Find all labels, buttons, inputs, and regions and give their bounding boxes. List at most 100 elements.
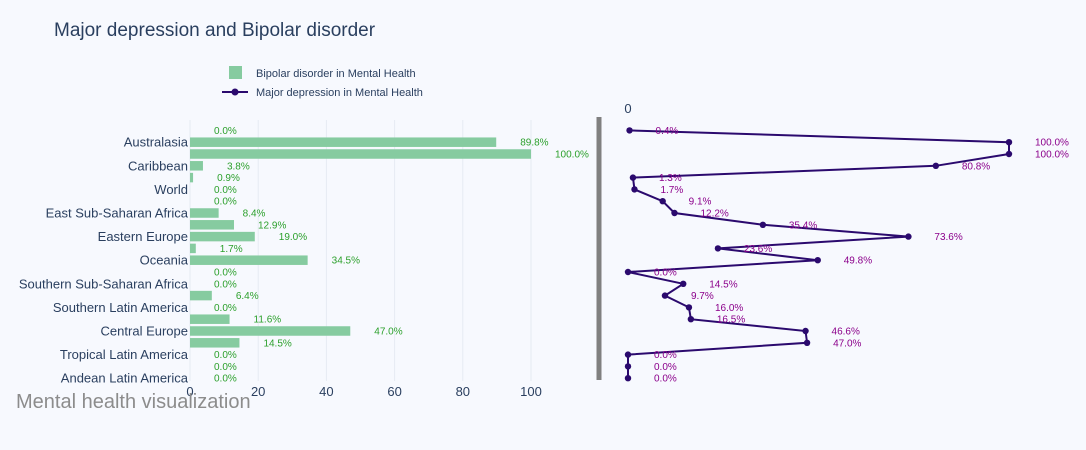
depression-point[interactable] xyxy=(814,257,821,264)
bipolar-bar-label: 0.0% xyxy=(214,374,237,385)
depression-point-label: 9.7% xyxy=(691,291,714,302)
depression-point[interactable] xyxy=(759,221,767,228)
depression-point-label: 49.8% xyxy=(844,256,872,267)
bipolar-bar[interactable] xyxy=(190,172,194,183)
bipolar-bar-label: 89.8% xyxy=(520,138,548,149)
depression-point[interactable] xyxy=(680,280,687,287)
depression-point[interactable] xyxy=(661,292,669,299)
depression-point-label: 100.0% xyxy=(1035,150,1069,161)
x-tick-80: 80 xyxy=(456,384,470,399)
category-label: Caribbean xyxy=(128,158,188,173)
bipolar-bar-label: 0.0% xyxy=(214,185,237,196)
depression-point-label: 16.5% xyxy=(717,315,745,326)
depression-point[interactable] xyxy=(905,233,912,240)
legend-label-depression[interactable]: Major depression in Mental Health xyxy=(256,87,423,99)
line-x-axis-tick: 0 xyxy=(624,101,631,116)
bipolar-bar-label: 0.0% xyxy=(214,268,237,279)
bipolar-bar[interactable] xyxy=(190,137,497,147)
depression-point-label: 0.4% xyxy=(656,126,679,137)
bar-x-axis-ticks: 0 20 40 60 80 100 xyxy=(186,384,541,399)
bipolar-bar-label: 0.0% xyxy=(214,362,237,373)
x-tick-20: 20 xyxy=(251,384,265,399)
bipolar-bar[interactable] xyxy=(190,149,531,159)
depression-point[interactable] xyxy=(803,339,811,346)
depression-point-label: 100.0% xyxy=(1035,138,1069,149)
bipolar-bar-label: 1.7% xyxy=(220,244,243,255)
depression-point[interactable] xyxy=(1005,150,1013,158)
bipolar-bar-label: 19.0% xyxy=(279,232,307,243)
bipolar-bar[interactable] xyxy=(190,243,196,254)
depression-point[interactable] xyxy=(624,375,632,382)
category-label: Central Europe xyxy=(101,324,188,339)
depression-point-label: 47.0% xyxy=(833,338,861,349)
depression-point[interactable] xyxy=(932,162,940,169)
depression-point[interactable] xyxy=(626,127,633,134)
category-label: World xyxy=(154,182,188,197)
bipolar-bar-label: 0.0% xyxy=(214,350,237,361)
category-label: Tropical Latin America xyxy=(60,347,189,362)
legend-marker-depression[interactable] xyxy=(231,88,239,96)
depression-point[interactable] xyxy=(687,316,695,323)
depression-point[interactable] xyxy=(685,304,693,311)
depression-point-label: 73.6% xyxy=(934,232,962,243)
depression-series xyxy=(624,127,1013,382)
x-tick-100: 100 xyxy=(520,384,542,399)
depression-point-label: 23.6% xyxy=(744,244,772,255)
bipolar-bar-label: 14.5% xyxy=(263,338,291,349)
category-label: East Sub-Saharan Africa xyxy=(46,206,189,221)
category-label: Southern Latin America xyxy=(53,300,189,315)
bipolar-bar[interactable] xyxy=(190,161,203,171)
bipolar-bar-label: 12.9% xyxy=(258,220,286,231)
legend-swatch-bipolar[interactable] xyxy=(229,66,242,79)
depression-point[interactable] xyxy=(629,174,637,181)
depression-point[interactable] xyxy=(714,245,722,252)
bipolar-bar-label: 8.4% xyxy=(243,209,266,220)
bipolar-bar[interactable] xyxy=(190,255,308,265)
legend-label-bipolar[interactable]: Bipolar disorder in Mental Health xyxy=(256,68,416,80)
bipolar-bar[interactable] xyxy=(190,231,255,242)
depression-point-label: 12.2% xyxy=(700,209,728,220)
depression-point-label: 35.4% xyxy=(789,220,817,231)
depression-point[interactable] xyxy=(659,198,666,205)
bipolar-bar-label: 34.5% xyxy=(332,256,360,267)
depression-point[interactable] xyxy=(624,351,632,358)
depression-point-label: 14.5% xyxy=(709,279,737,290)
depression-point[interactable] xyxy=(802,327,809,335)
bipolar-bar-label: 0.0% xyxy=(214,197,237,208)
depression-point[interactable] xyxy=(671,209,678,217)
depression-point-label: 0.0% xyxy=(654,268,677,279)
depression-point-label: 0.0% xyxy=(654,374,677,385)
depression-line xyxy=(627,129,1010,379)
category-label: Oceania xyxy=(140,253,189,268)
bipolar-bar-label: 0.0% xyxy=(214,126,237,137)
depression-point-label: 9.1% xyxy=(689,197,712,208)
x-tick-0: 0 xyxy=(186,384,193,399)
depression-point[interactable] xyxy=(624,268,632,276)
category-label: Eastern Europe xyxy=(98,229,188,244)
x-tick-60: 60 xyxy=(387,384,401,399)
bipolar-bar[interactable] xyxy=(190,326,351,336)
bipolar-bar-label: 3.8% xyxy=(227,161,250,172)
bipolar-bar[interactable] xyxy=(190,220,234,230)
depression-point[interactable] xyxy=(631,186,638,193)
category-label: Australasia xyxy=(124,135,189,150)
chart-title: Major depression and Bipolar disorder xyxy=(54,20,376,41)
category-labels: Australasia Caribbean World East Sub-Sahara… xyxy=(19,135,189,386)
depression-point[interactable] xyxy=(1005,139,1013,146)
bipolar-bar[interactable] xyxy=(190,208,219,218)
bipolar-bar[interactable] xyxy=(190,338,240,348)
bipolar-bar[interactable] xyxy=(190,314,230,324)
depression-point-label: 16.0% xyxy=(715,303,743,314)
bipolar-bar-label: 0.0% xyxy=(214,303,237,314)
bar-series xyxy=(190,137,531,348)
depression-point-label: 80.8% xyxy=(962,161,990,172)
bipolar-bar-label: 47.0% xyxy=(374,327,402,338)
bipolar-bar-label: 100.0% xyxy=(555,150,589,161)
bipolar-bar-label: 6.4% xyxy=(236,291,259,302)
depression-point-label: 46.6% xyxy=(832,327,860,338)
depression-point-label: 0.0% xyxy=(654,362,677,373)
bipolar-bar[interactable] xyxy=(190,290,212,301)
depression-data-labels: 0.4% 100.0%100.0% 80.8% 1.3%1.7% 9.1%12.2% 35… xyxy=(654,126,1069,385)
depression-point[interactable] xyxy=(624,363,632,370)
